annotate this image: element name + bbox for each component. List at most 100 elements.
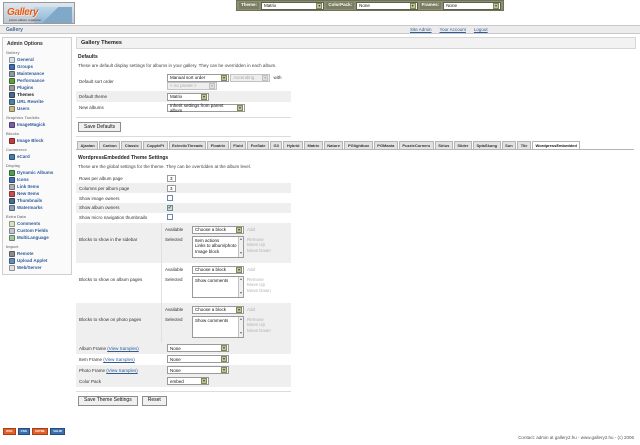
available-block-select[interactable]: Choose a block ▾ — [192, 265, 244, 274]
sidebar-item-maintenance[interactable]: Maintenance — [5, 70, 69, 77]
view-samples-link[interactable]: (View Samples) — [103, 356, 135, 362]
sidebar-item-link-items[interactable]: Link Items — [5, 183, 69, 190]
block-action-remove[interactable]: Remove — [247, 316, 264, 322]
scrollbar[interactable]: ▲ ▼ — [238, 236, 243, 257]
block-action-move-up[interactable]: Move Up — [247, 282, 266, 287]
breadcrumb-item-gallery[interactable]: Gallery — [6, 26, 23, 33]
sort-preset-select[interactable]: < no preset > ▾ — [167, 81, 217, 90]
block-action-move-down[interactable]: Move Down — [247, 247, 271, 253]
available-block-select[interactable]: Choose a block ▾ — [192, 305, 244, 314]
sidebar-item-comments[interactable]: Comments — [5, 220, 69, 227]
sidebar-item-imagemagick[interactable]: ImageMagick — [5, 121, 69, 128]
frame-select[interactable]: None ▾ — [167, 344, 229, 352]
field-checkbox[interactable] — [167, 194, 173, 201]
tab-hybrid[interactable]: Hybrid — [283, 141, 303, 149]
sidebar-item-thumbnails[interactable]: Thumbnails — [5, 197, 69, 204]
add-block-button[interactable]: Add — [247, 306, 256, 312]
list-item[interactable]: Item actions — [195, 237, 220, 243]
block-action-move-up[interactable]: Move Up — [247, 242, 266, 247]
sidebar-item-new-items[interactable]: New Items — [5, 190, 69, 197]
block-action-move-down[interactable]: Move Down — [247, 287, 271, 293]
list-item[interactable]: Image block — [195, 248, 220, 254]
frames-select[interactable]: None ▾ — [443, 1, 501, 10]
tab-matrix[interactable]: Matrix — [303, 141, 323, 149]
tab-g3[interactable]: G3 — [269, 141, 283, 149]
frame-select[interactable]: None ▾ — [167, 355, 229, 363]
tab-tile[interactable]: Tile — [517, 141, 532, 149]
tab-eclecticthreads[interactable]: EclecticThreads — [168, 141, 207, 149]
tab-coppleft[interactable]: CoppleFt — [143, 141, 168, 149]
scrollbar[interactable]: ▲ ▼ — [238, 316, 243, 337]
view-samples-link[interactable]: (View Samples) — [107, 345, 139, 351]
block-action-remove[interactable]: Remove — [247, 276, 264, 282]
field-checkbox[interactable] — [167, 214, 173, 220]
selected-blocks-list[interactable]: Show comments ▲ ▼ — [192, 275, 244, 298]
available-block-select[interactable]: Choose a block ▾ — [192, 225, 244, 234]
scrollbar[interactable]: ▲ ▼ — [238, 276, 243, 297]
default-sort-order-select[interactable]: Manual sort order ▾ — [167, 73, 229, 82]
sidebar-item-dynamic-albums[interactable]: Dynamic Albums — [5, 169, 69, 176]
default-theme-select[interactable]: Matrix ▾ — [167, 92, 209, 101]
sort-direction-select[interactable]: Ascending ▾ — [230, 73, 271, 82]
block-action-move-down[interactable]: Move Down — [247, 327, 271, 333]
sidebar-item-users[interactable]: Users — [5, 105, 69, 112]
selected-blocks-list[interactable]: Show comments ▲ ▼ — [192, 315, 244, 338]
sidebar-item-web-server[interactable]: Web/Server — [5, 264, 69, 271]
badge-xhtml[interactable]: XHTML — [31, 428, 49, 435]
sidebar-item-themes[interactable]: Themes — [5, 91, 69, 98]
tab-puzzlecorners[interactable]: PuzzleCorners — [398, 141, 434, 149]
list-item[interactable]: Show comments — [195, 317, 229, 323]
tab-floatrix[interactable]: Floatrix — [207, 141, 229, 149]
tab-pglightbox[interactable]: PGlightbox — [344, 141, 373, 149]
frame-select[interactable]: None ▾ — [167, 366, 229, 374]
admin-link-site-admin[interactable]: Site Admin — [410, 27, 432, 32]
badge-w3c[interactable]: W3C — [3, 428, 16, 435]
tab-pgmania[interactable]: PGMania — [373, 141, 398, 149]
view-samples-link[interactable]: (View Samples) — [106, 367, 138, 373]
field-input[interactable]: 3 — [167, 174, 176, 182]
sidebar-item-groups[interactable]: Groups — [5, 63, 69, 70]
sidebar-item-watermarks[interactable]: Watermarks — [5, 204, 69, 211]
tab-forsale[interactable]: ForSale — [247, 141, 269, 149]
tab-ajaxian[interactable]: Ajaxian — [77, 141, 99, 149]
tab-wordpressembedded[interactable]: WordpressEmbedded — [532, 141, 581, 149]
colorpack-select[interactable]: None ▾ — [356, 1, 418, 10]
field-input[interactable]: 3 — [167, 184, 176, 192]
tab-sun[interactable]: Sun — [501, 141, 517, 149]
block-action-remove[interactable]: Remove — [247, 236, 264, 242]
tab-fluid[interactable]: Fluid — [229, 141, 247, 149]
list-item[interactable]: Show comments — [195, 277, 229, 283]
sidebar-item-upload-applet[interactable]: Upload Applet — [5, 257, 69, 264]
new-albums-select[interactable]: Inherit settings from parent album ▾ — [167, 103, 245, 113]
tab-classic[interactable]: Classic — [121, 141, 143, 149]
field-checkbox[interactable]: ✔ — [167, 204, 173, 211]
sidebar-item-custom-fields[interactable]: Custom Fields — [5, 227, 69, 234]
sidebar-item-icons[interactable]: Icons — [5, 176, 69, 183]
add-block-button[interactable]: Add — [247, 226, 256, 232]
theme-select[interactable]: Matrix ▾ — [261, 1, 325, 10]
gallery-logo[interactable]: Gallery photo album organizer — [3, 2, 75, 24]
admin-link-your-account[interactable]: Your Account — [439, 27, 466, 32]
sidebar-item-url-rewrite[interactable]: URL Rewrite — [5, 98, 69, 105]
save-defaults-button[interactable]: Save Defaults — [78, 122, 122, 132]
reset-button[interactable]: Reset — [141, 395, 167, 406]
badge-css[interactable]: CSS — [17, 428, 30, 435]
admin-link-logout[interactable]: Logout — [473, 27, 488, 32]
tab-sirius[interactable]: Sirius — [434, 141, 453, 149]
tab-slider[interactable]: Slider — [453, 141, 472, 149]
tab-carbon[interactable]: Carbon — [99, 141, 121, 149]
sidebar-item-remote[interactable]: Remote — [5, 250, 69, 257]
block-action-move-up[interactable]: Move Up — [247, 322, 266, 327]
sidebar-item-performance[interactable]: Performance — [5, 77, 69, 84]
sidebar-item-plugins[interactable]: Plugins — [5, 84, 69, 91]
sidebar-item-ecard[interactable]: eCard — [5, 153, 69, 160]
sidebar-item-general[interactable]: General — [5, 56, 69, 63]
list-item[interactable]: Links to album/photo peers — [195, 243, 244, 248]
add-block-button[interactable]: Add — [247, 266, 256, 272]
sidebar-item-image-block[interactable]: Image Block — [5, 137, 69, 144]
tab-nature[interactable]: Nature — [323, 141, 344, 149]
tab-splaskung[interactable]: SplaSkung — [472, 141, 501, 149]
colorpack-row-select[interactable]: embed ▾ — [167, 377, 209, 385]
selected-blocks-list[interactable]: Item actions Links to album/photo peers Im… — [192, 235, 244, 258]
sidebar-item-multilanguage[interactable]: MultiLanguage — [5, 234, 69, 241]
